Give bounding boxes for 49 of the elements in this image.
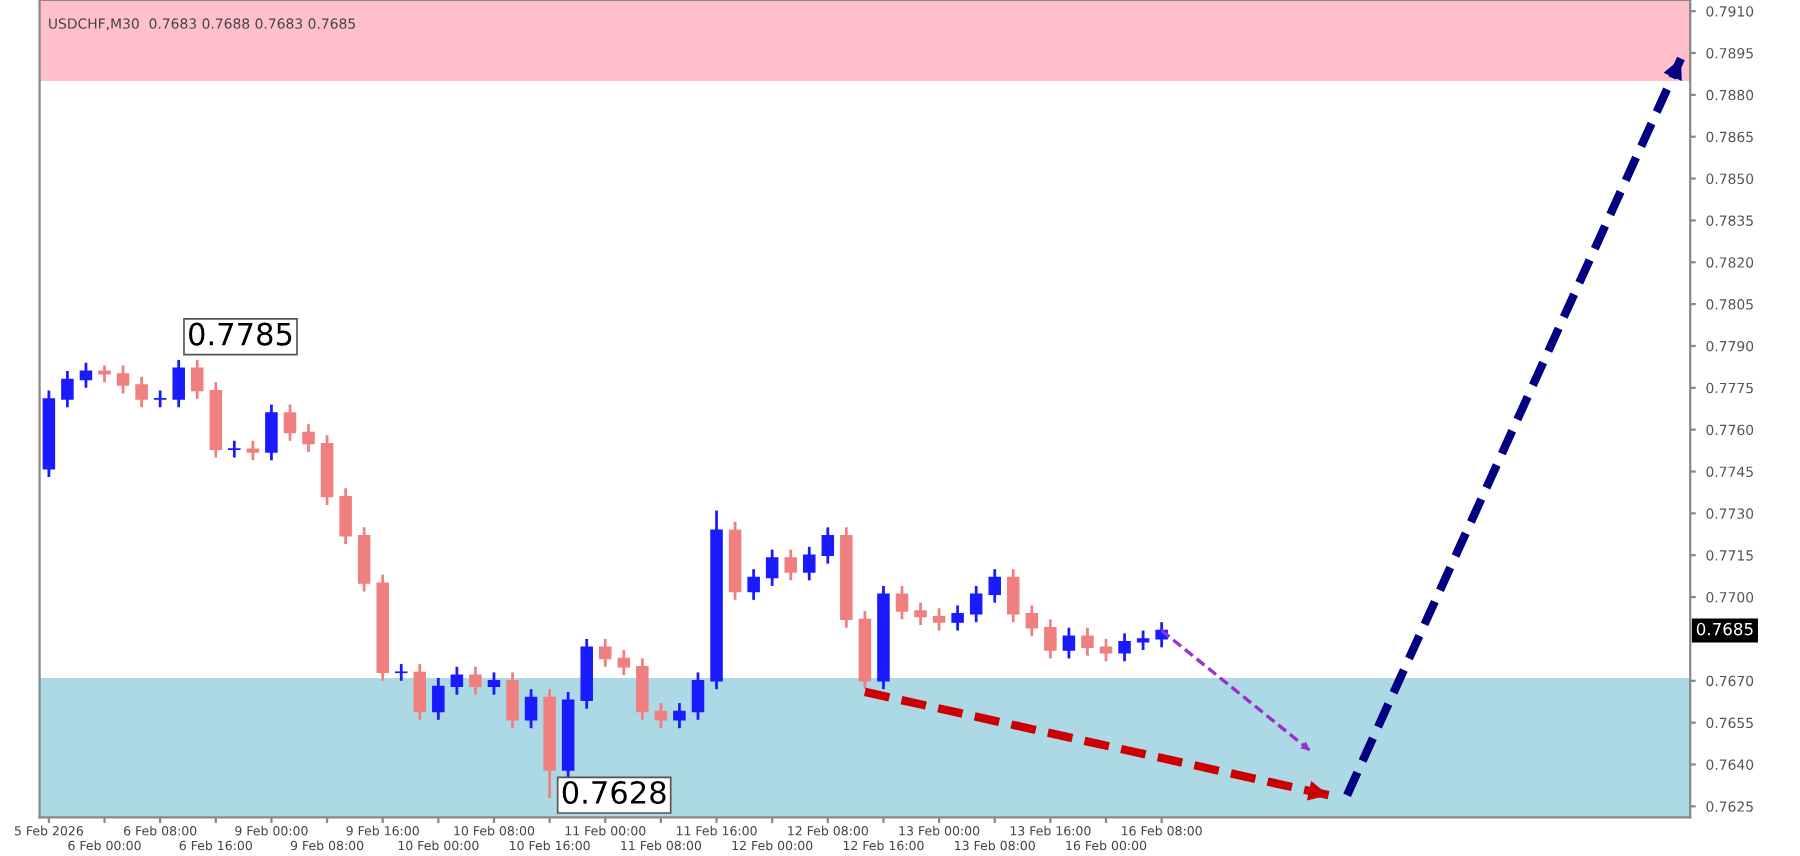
- candlestick: [1081, 626, 1094, 658]
- candlestick: [246, 439, 260, 462]
- candlestick: [172, 358, 185, 409]
- candlestick: [357, 525, 371, 593]
- candlestick: [394, 662, 408, 683]
- candlestick: [469, 665, 482, 697]
- candlestick: [691, 671, 705, 722]
- candlestick: [636, 657, 649, 722]
- candlestick: [803, 545, 816, 582]
- candlestick: [432, 676, 445, 722]
- candlestick: [339, 486, 352, 546]
- candlestick: [969, 584, 983, 624]
- candlestick: [1025, 604, 1039, 638]
- candlestick: [265, 403, 278, 462]
- candlestick: [673, 701, 686, 730]
- candlestick: [1044, 618, 1057, 660]
- candlestick: [1136, 629, 1150, 652]
- candlestick: [654, 701, 668, 730]
- candlestick: [1118, 631, 1131, 663]
- candlestick: [895, 584, 909, 621]
- candlestick: [747, 567, 760, 602]
- candlestick: [450, 665, 464, 697]
- candlestick: [135, 375, 148, 409]
- candlestick: [821, 525, 835, 565]
- candlestick: [1099, 637, 1113, 663]
- candlestick: [61, 369, 74, 409]
- candlestick: [413, 662, 427, 722]
- candlestick: [932, 606, 946, 632]
- candlestick: [988, 567, 1001, 605]
- candlestick: [914, 601, 927, 627]
- candlestick: [487, 671, 501, 697]
- candlestick: [784, 548, 797, 582]
- candlestick: [1062, 626, 1076, 660]
- candlestick: [302, 422, 315, 454]
- candlestick: [617, 648, 631, 677]
- text: 0.7685: [1696, 622, 1753, 636]
- candlestick: [116, 364, 130, 395]
- candlestick: [283, 403, 297, 443]
- candlestick: [228, 439, 241, 459]
- candlestick: [1007, 567, 1020, 624]
- candlestick: [951, 604, 964, 632]
- candlestick: [765, 548, 779, 588]
- candlestick: [79, 361, 93, 390]
- annotation: 0.7785: [189, 322, 292, 346]
- candlestick: [190, 358, 204, 401]
- candlestick: [506, 671, 519, 730]
- annotation: 0.7628: [562, 780, 666, 805]
- candlestick: [524, 687, 538, 730]
- candlestick: [598, 637, 612, 669]
